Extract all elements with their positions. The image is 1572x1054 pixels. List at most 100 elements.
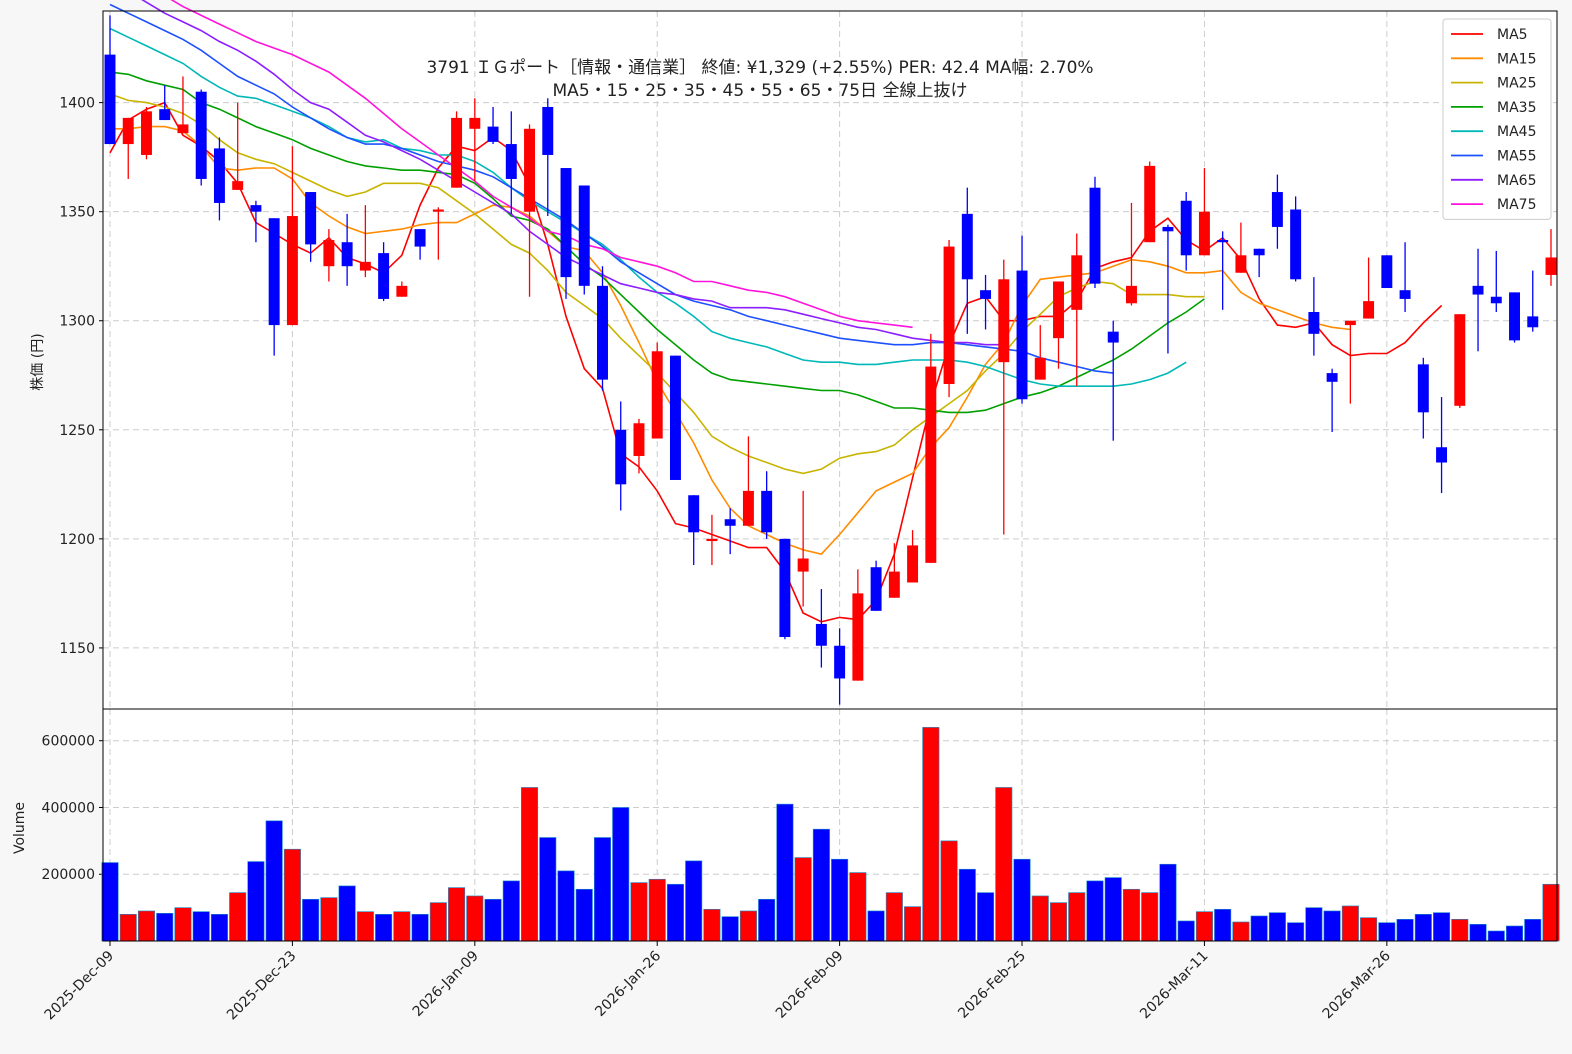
volume-tick-label: 400000: [42, 800, 95, 816]
candle-body: [1107, 331, 1119, 343]
volume-bar: [721, 916, 739, 942]
candle-body: [305, 192, 317, 245]
candle-body: [1271, 192, 1283, 227]
volume-bar: [977, 892, 995, 942]
volume-bar: [429, 902, 447, 942]
candle-body: [323, 240, 335, 267]
candle-body: [1071, 255, 1083, 310]
candle-body: [104, 54, 116, 145]
volume-bar: [521, 787, 539, 942]
candle-body: [250, 205, 262, 212]
candle-body: [925, 366, 937, 563]
candle-body: [1253, 248, 1265, 256]
candle-body: [706, 538, 718, 542]
volume-bar: [922, 727, 940, 942]
legend-box: [1442, 18, 1552, 220]
volume-bar: [1451, 919, 1469, 942]
volume-bar: [1305, 907, 1323, 942]
candle-body: [688, 495, 700, 533]
volume-bar: [776, 803, 794, 942]
volume-bar: [1433, 912, 1451, 942]
candle-body: [1235, 255, 1247, 273]
volume-bar: [648, 878, 666, 942]
candle-body: [177, 124, 189, 134]
candle-body: [341, 242, 353, 267]
volume-bar: [703, 908, 721, 942]
candle-body: [980, 290, 992, 299]
volume-bar: [1360, 917, 1378, 942]
candle-body: [122, 117, 134, 145]
volume-bar: [1378, 922, 1396, 942]
volume-bar: [575, 888, 593, 942]
volume-bar: [940, 840, 958, 942]
volume-y-axis-label: Volume: [12, 802, 28, 854]
candle-body: [1490, 296, 1502, 304]
candle-body: [1125, 285, 1137, 304]
volume-bar: [593, 837, 612, 942]
ma-line-ma45: [109, 27, 1187, 388]
candle-body: [542, 106, 554, 155]
candle-body: [1436, 447, 1448, 463]
price-tick-label: 1200: [59, 532, 95, 548]
volume-bar: [812, 828, 830, 942]
volume-bar: [849, 872, 867, 942]
volume-bar: [539, 837, 557, 942]
volume-bar: [502, 880, 520, 942]
volume-bar: [685, 860, 703, 942]
candle-body: [1217, 240, 1229, 243]
volume-bar: [466, 895, 484, 942]
volume-bar: [885, 892, 903, 942]
candle-body: [268, 218, 280, 326]
volume-bar: [1122, 888, 1140, 942]
volume-bar: [904, 906, 922, 942]
volume-bar: [1396, 919, 1414, 942]
candle-body: [651, 351, 663, 439]
volume-bar: [1214, 908, 1232, 942]
volume-bar: [557, 870, 575, 942]
candle-body: [888, 571, 900, 598]
volume-bar: [1177, 920, 1195, 942]
candle-body: [633, 423, 645, 456]
volume-bar: [119, 913, 137, 942]
candle-body: [1381, 255, 1393, 289]
candle-body: [451, 117, 463, 188]
volume-bar: [1506, 925, 1524, 942]
volume-bar: [302, 898, 320, 942]
volume-bar: [1159, 863, 1177, 942]
volume-tick-label: 200000: [42, 867, 95, 883]
volume-bar: [867, 910, 885, 942]
price-tick-label: 1250: [59, 423, 95, 439]
volume-bar: [247, 861, 265, 942]
volume-bar: [1086, 880, 1104, 942]
volume-bar: [1487, 930, 1505, 942]
candle-body: [195, 91, 207, 179]
legend-label: MA65: [1497, 173, 1536, 189]
candle-body: [1527, 316, 1539, 328]
candle-body: [1162, 226, 1174, 232]
candle-body: [359, 261, 371, 271]
candle-body: [1198, 211, 1210, 256]
candle-body: [961, 213, 973, 280]
volume-bar: [1049, 902, 1068, 942]
candle-body: [141, 111, 152, 155]
candle-body: [414, 229, 426, 247]
volume-bar: [1341, 905, 1359, 942]
candle-body: [1417, 364, 1429, 413]
volume-bar: [174, 907, 192, 942]
candle-body: [834, 645, 846, 679]
candle-body: [1472, 285, 1484, 295]
candle-body: [1016, 270, 1028, 400]
volume-bar: [192, 911, 210, 942]
ma-line-ma15: [110, 125, 1351, 555]
candle-body: [907, 545, 919, 583]
candle-body: [286, 216, 298, 326]
candle-body: [159, 109, 171, 121]
volume-bar: [210, 913, 228, 942]
candle-body: [1344, 320, 1356, 326]
volume-bar: [283, 848, 301, 942]
candle-body: [1308, 312, 1320, 334]
candle-body: [1509, 292, 1520, 341]
chart-title-line2: MA5・15・25・35・45・55・65・75日 全線上抜け: [553, 81, 968, 101]
